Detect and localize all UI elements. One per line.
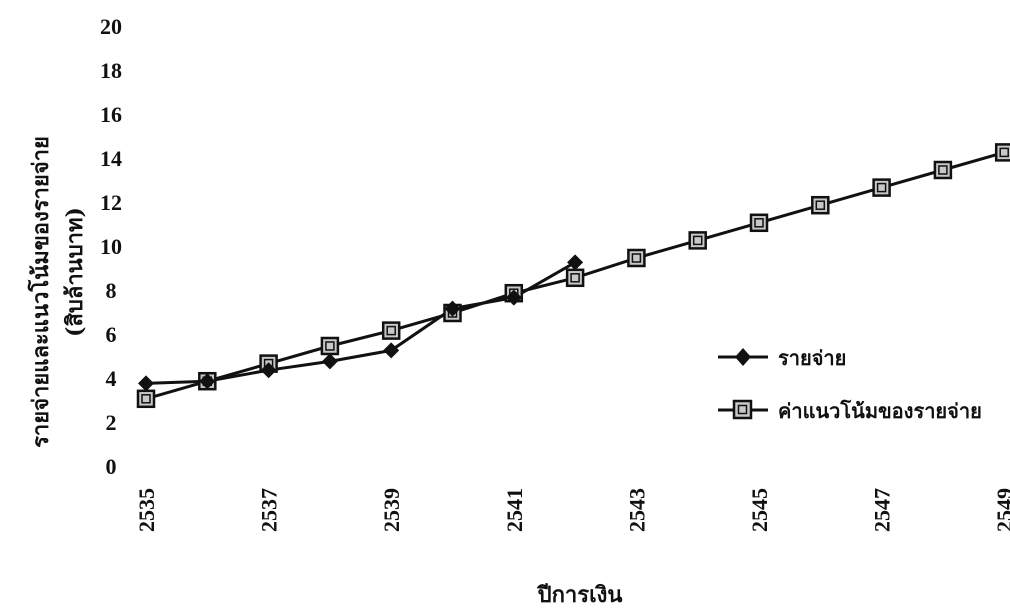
y-axis-label-line2: (สิบล้านบาท) [62, 207, 88, 337]
legend-label-expense: รายจ่าย [778, 346, 846, 370]
trend-point [872, 178, 891, 197]
trend-point-inner [631, 253, 642, 263]
x-tick-label: 2545 [747, 488, 772, 532]
expense-point [383, 342, 400, 359]
y-tick-label: 12 [100, 190, 122, 215]
y-tick-label: 18 [100, 58, 122, 83]
x-axis-ticks: 2535 2537 2539 2541 2543 2545 2547 2549 [134, 488, 1010, 532]
plot-area [136, 143, 1010, 409]
y-tick-label: 16 [100, 102, 122, 127]
square-marker-icon [732, 399, 753, 420]
trend-point-inner [570, 273, 580, 283]
y-tick-label: 8 [106, 278, 117, 303]
trend-point-inner [141, 394, 151, 404]
expense-point [505, 289, 522, 306]
trend-point-inner [938, 165, 948, 175]
expense-point [567, 254, 584, 271]
trend-point-inner [754, 218, 764, 228]
expense-point [260, 362, 277, 379]
x-tick-label: 2535 [134, 488, 159, 532]
trend-point [627, 248, 646, 268]
x-tick-label: 2541 [502, 488, 527, 532]
trend-point-inner [815, 200, 826, 210]
trend-point [565, 268, 585, 288]
diamond-marker-icon [735, 348, 751, 366]
x-tick-label: 2549 [992, 488, 1010, 532]
y-tick-label: 20 [100, 14, 122, 39]
trend-point [320, 336, 340, 356]
legend-label-trend: ค่าแนวโน้มของรายจ่าย [778, 399, 982, 423]
series-line-expense [145, 261, 576, 385]
y-tick-label: 2 [106, 410, 117, 435]
trend-point-inner [876, 182, 887, 193]
x-tick-label: 2537 [257, 488, 282, 532]
expense-point [321, 353, 338, 370]
trend-point [381, 321, 401, 340]
y-tick-label: 10 [100, 234, 122, 259]
y-axis-ticks: 0 2 4 6 8 10 12 14 16 18 20 [100, 14, 122, 479]
y-tick-label: 6 [106, 322, 117, 347]
expense-point [444, 300, 461, 317]
trend-point [933, 160, 953, 180]
legend: รายจ่าย ค่าแนวโน้มของรายจ่าย [718, 346, 982, 423]
trend-point-inner [325, 341, 335, 351]
x-tick-label: 2539 [379, 488, 404, 532]
x-tick-label: 2547 [870, 488, 895, 532]
trend-point-inner [692, 235, 703, 246]
trend-point-inner [386, 325, 396, 336]
trend-point [749, 213, 769, 233]
x-axis-label: ปีการเงิน [536, 582, 622, 608]
trend-point [811, 195, 830, 215]
y-tick-label: 0 [106, 454, 117, 479]
trend-point [688, 231, 707, 250]
trend-point [136, 389, 156, 409]
expense-point [199, 373, 216, 390]
series-line-trend [145, 149, 1010, 401]
square-marker-inner-icon [737, 404, 748, 415]
x-tick-label: 2543 [624, 488, 649, 532]
y-axis-label-line1: รายจ่ายและแนวโน้มของรายจ่าย [27, 136, 54, 448]
expense-point [138, 375, 154, 392]
trend-point-inner [999, 147, 1009, 158]
y-tick-label: 14 [100, 146, 122, 171]
y-tick-label: 4 [106, 366, 117, 391]
